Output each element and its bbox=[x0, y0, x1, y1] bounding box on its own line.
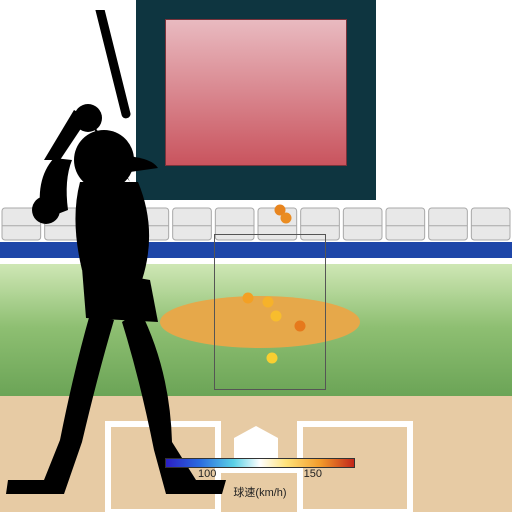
pitch-location-chart: 100 150 球速(km/h) bbox=[0, 0, 512, 512]
speed-gradient-bar bbox=[165, 458, 355, 468]
pitch-marker bbox=[263, 297, 274, 308]
legend-tick: 100 bbox=[198, 468, 216, 480]
speed-legend-ticks: 100 150 bbox=[165, 468, 355, 484]
speed-legend-label: 球速(km/h) bbox=[165, 484, 355, 500]
pitch-marker bbox=[281, 213, 292, 224]
pitch-marker bbox=[271, 311, 282, 322]
speed-legend: 100 150 球速(km/h) bbox=[165, 458, 355, 500]
legend-tick: 150 bbox=[304, 468, 322, 480]
pitch-marker bbox=[267, 353, 278, 364]
batter-silhouette bbox=[0, 10, 250, 510]
pitch-marker bbox=[295, 321, 306, 332]
